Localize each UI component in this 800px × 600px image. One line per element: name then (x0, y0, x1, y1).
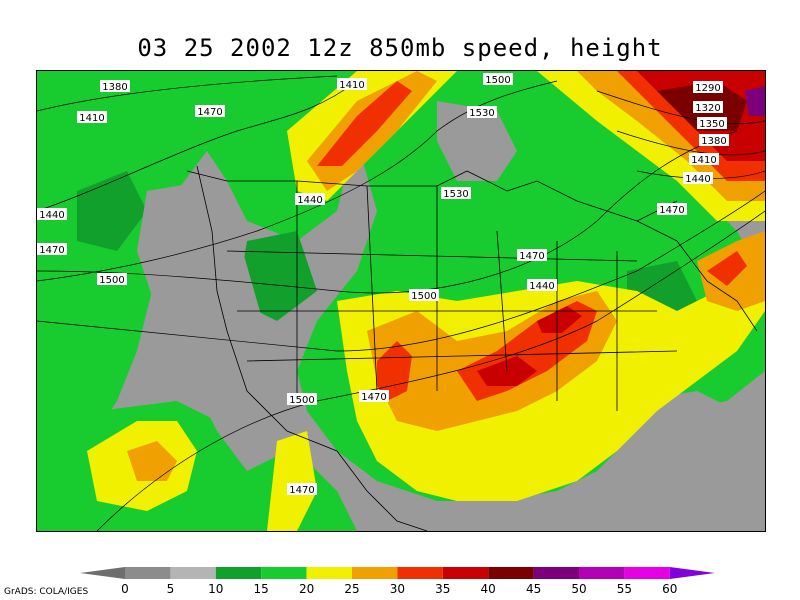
contour-label-box (697, 117, 727, 129)
shade-red-north (317, 81, 412, 166)
contour-label-box (97, 273, 127, 285)
contour-label: 1500 (99, 275, 124, 286)
contour-label-box (409, 289, 439, 301)
colorbar-tick-label: 45 (526, 582, 541, 595)
political-boundaries (186, 165, 758, 531)
contour-label-box (693, 101, 723, 113)
colorbar-tick-label: 30 (390, 582, 405, 595)
contour-label-box (517, 249, 547, 261)
contour-label: 1320 (695, 103, 720, 114)
contour-label-box (693, 81, 723, 93)
contour-label-box (77, 111, 107, 123)
colorbar-swatch (533, 567, 579, 579)
height-contours (37, 75, 765, 531)
map-panel: 1380 1410 1410 1500 1290 1320 1350 1380 1410 1440… (36, 70, 766, 532)
contour-label-box (287, 483, 317, 495)
colorbar-swatch (579, 567, 625, 579)
contour-label: 1350 (699, 119, 724, 130)
colorbar-tick-label: 20 (299, 582, 314, 595)
colorbar-swatch (624, 567, 670, 579)
contour-label: 1500 (485, 75, 510, 86)
colorbar-labels: 0 5 10 15 20 25 30 35 40 45 50 55 60 (121, 582, 677, 595)
contour-label: 1500 (411, 291, 436, 302)
contour-label-box (337, 78, 367, 90)
colorbar-swatch (488, 567, 534, 579)
contour-label: 1440 (297, 195, 322, 206)
colorbar-tick-label: 10 (208, 582, 223, 595)
colorbar-swatch (261, 567, 307, 579)
colorbar-tick-label: 40 (481, 582, 496, 595)
colorbar-tick-label: 15 (254, 582, 269, 595)
contour-label-box (689, 153, 719, 165)
colorbar-tick-label: 35 (435, 582, 450, 595)
colorbar: 0 5 10 15 20 25 30 35 40 45 50 55 60 (80, 567, 715, 595)
colorbar-swatch (125, 567, 171, 579)
colorbar-tick-label: 25 (344, 582, 359, 595)
contour-label: 1440 (39, 210, 64, 221)
contour-label-box (467, 106, 497, 118)
contour-label: 1470 (197, 107, 222, 118)
shade-red-texas (377, 341, 412, 401)
contour-label: 1470 (519, 251, 544, 262)
contour-label-box (441, 187, 471, 199)
contour-label: 1290 (695, 83, 720, 94)
colorbar-tick-label: 55 (617, 582, 632, 595)
contour-label-box (657, 203, 687, 215)
contour-label-box (295, 193, 325, 205)
contour-label-box (683, 172, 713, 184)
contour-label-box (195, 105, 225, 117)
contour-label: 1380 (102, 82, 127, 93)
wind-speed-map: 1380 1410 1410 1500 1290 1320 1350 1380 1410 1440… (37, 71, 765, 531)
shade-purple-northeast (745, 86, 765, 116)
colorbar-swatch (306, 567, 352, 579)
colorbar-tick-label: 0 (121, 582, 129, 595)
contour-label: 1470 (361, 392, 386, 403)
contour-label: 1410 (339, 80, 364, 91)
colorbar-arrow-left (80, 567, 125, 579)
colorbar-tick-label: 50 (571, 582, 586, 595)
contour-label-box (100, 80, 130, 92)
contour-labels: 1380 1410 1410 1500 1290 1320 1350 1380 1410 1440… (37, 73, 729, 496)
contour-label: 1530 (469, 108, 494, 119)
map-title: 03 25 2002 12z 850mb speed, height (137, 34, 663, 62)
colorbar-swatch (215, 567, 262, 579)
credit-text: GrADS: COLA/IGES (4, 587, 89, 597)
contour-label: 1470 (39, 245, 64, 256)
shade-green-west (37, 71, 357, 461)
colorbar-swatch (397, 567, 443, 579)
contour-label: 1470 (659, 205, 684, 216)
contour-label: 1380 (701, 136, 726, 147)
contour-label-box (37, 208, 67, 220)
contour-label: 1500 (289, 395, 314, 406)
colorbar-arrow-right (669, 567, 715, 579)
colorbar-swatch (352, 567, 398, 579)
colorbar-tick-label: 5 (167, 582, 175, 595)
contour-label-box (527, 279, 557, 291)
shade-yellow-southwest (267, 431, 317, 531)
contour-label: 1440 (685, 174, 710, 185)
contour-label-box (699, 134, 729, 146)
shade-darkred-jet (477, 306, 582, 386)
colorbar-swatches (80, 567, 715, 579)
shade-red-east (707, 251, 747, 286)
colorbar-swatch (442, 567, 489, 579)
contour-label: 1440 (529, 281, 554, 292)
colorbar-swatch (170, 567, 216, 579)
shade-gray-rockies (137, 181, 297, 471)
shade-gray-southeast (637, 391, 765, 531)
shade-gray-canada (437, 101, 517, 181)
contour-label: 1410 (691, 155, 716, 166)
contour-label: 1470 (289, 485, 314, 496)
contour-label-box (359, 390, 389, 402)
shade-orange-pacific (127, 441, 177, 481)
contour-label: 1410 (79, 113, 104, 124)
colorbar-tick-label: 60 (662, 582, 677, 595)
contour-label: 1530 (443, 189, 468, 200)
contour-label-box (287, 393, 317, 405)
contour-label-box (37, 243, 67, 255)
contour-label-box (483, 73, 513, 85)
